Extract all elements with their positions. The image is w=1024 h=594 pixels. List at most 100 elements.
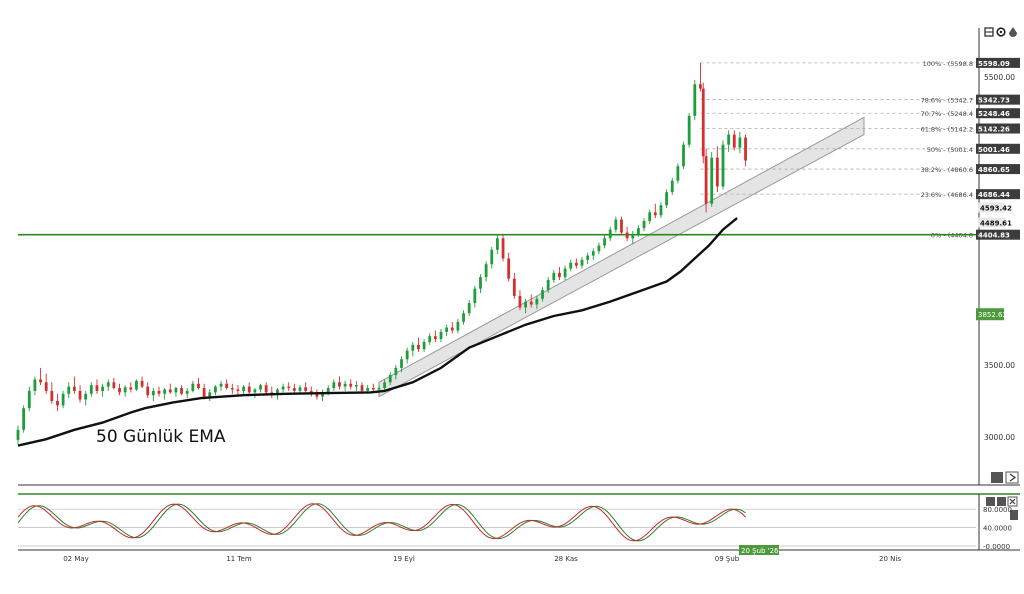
- candle-body: [738, 137, 742, 148]
- fib-price-tag: [976, 94, 1020, 105]
- candle-body: [343, 383, 347, 387]
- arrow-right-icon: [1009, 473, 1017, 482]
- candle-body: [371, 388, 375, 390]
- stoch-k-line: [17, 503, 746, 542]
- candle-body: [44, 382, 48, 391]
- candle-body: [236, 389, 240, 391]
- time-axis-tick: 19 Eyl: [393, 555, 415, 563]
- candle-body: [56, 401, 59, 406]
- candle-body: [360, 385, 364, 391]
- stoch-axis-tick: 40.0000: [983, 525, 1012, 533]
- fib-price-tag: [976, 108, 1020, 119]
- ema-annotation: 50 Günlük EMA: [96, 427, 226, 447]
- candle-body: [580, 259, 584, 266]
- candle-body: [637, 228, 640, 234]
- candle-body: [484, 264, 488, 278]
- candle-body: [259, 385, 262, 390]
- candle-body: [608, 229, 612, 239]
- gear-icon[interactable]: [996, 27, 1006, 37]
- candle-body: [620, 219, 623, 233]
- candle-body: [400, 359, 403, 368]
- candle-body: [197, 383, 200, 389]
- price-axis-tick: 3500.00: [984, 361, 1015, 370]
- candle-body: [417, 344, 420, 350]
- scale-toggle-button[interactable]: [991, 472, 1003, 483]
- candle-body: [287, 386, 291, 389]
- candle-body: [292, 388, 296, 391]
- candle-body: [168, 389, 172, 393]
- candle-body: [112, 382, 116, 389]
- candle-body: [546, 280, 550, 291]
- fib-price-tag-text: 4686.44: [978, 191, 1010, 199]
- price-tag-text: 4593.42: [980, 205, 1012, 213]
- candle-body: [659, 205, 663, 216]
- candle-body: [123, 387, 127, 393]
- candle-body: [445, 327, 449, 332]
- candle-body: [219, 383, 223, 387]
- candle-body: [693, 84, 697, 116]
- expand-pane-button[interactable]: [1005, 471, 1019, 484]
- candle-body: [332, 382, 336, 389]
- candle-body: [276, 389, 279, 396]
- candle-body: [467, 303, 471, 314]
- move-up-button[interactable]: [986, 497, 995, 506]
- candle-body: [78, 390, 82, 400]
- candle-body: [586, 255, 590, 260]
- pane-controls: [991, 471, 1019, 484]
- candle-body: [315, 393, 319, 397]
- price-tag: [978, 202, 1005, 213]
- candle-body: [298, 387, 302, 391]
- candle-body: [84, 393, 88, 400]
- fib-level-label: 61.8% - (5142.2: [921, 126, 973, 134]
- candle-body: [591, 251, 595, 256]
- candle-body: [106, 382, 110, 387]
- candle-body: [50, 390, 54, 401]
- candle-body: [89, 385, 93, 394]
- candle-body: [558, 272, 561, 278]
- price-tag-text: 4489.61: [980, 219, 1012, 227]
- candle-body: [349, 383, 353, 387]
- stoch-scroll-handle[interactable]: [1010, 510, 1018, 520]
- candle-body: [428, 336, 432, 342]
- candle-body: [377, 388, 381, 390]
- time-axis: 02 May 11 Tem 19 Eyl 28 Kas 09 Şub 20 Nis 20 Ş…: [63, 545, 901, 563]
- candle-body: [721, 144, 725, 187]
- candle-body: [574, 262, 578, 266]
- price-axis: 5500.00 3500.00 3000.00: [984, 73, 1015, 442]
- fib-level-label: 23.6% - (4686.4: [921, 191, 973, 199]
- candle-body: [383, 382, 386, 389]
- candle-body: [157, 390, 161, 394]
- candle-body: [321, 392, 324, 397]
- ema-line[interactable]: [17, 217, 738, 447]
- candle-body: [569, 262, 573, 269]
- candle-body: [535, 298, 539, 305]
- candle-body: [101, 386, 104, 391]
- candle-body: [512, 278, 516, 296]
- price-tags-layer: 4593.42 4489.61 3852.62: [976, 202, 1012, 321]
- candle-body: [496, 238, 499, 250]
- candle-body: [473, 288, 477, 304]
- droplet-icon[interactable]: [1009, 27, 1017, 37]
- candle-body: [388, 375, 392, 383]
- candle-body: [180, 388, 183, 394]
- fib-price-tag: [976, 143, 1020, 154]
- candle-body: [439, 331, 443, 340]
- fib-price-tag-text: 5248.46: [978, 110, 1010, 118]
- move-down-button[interactable]: [997, 497, 1006, 506]
- candle-body: [247, 386, 251, 393]
- fib-price-tag: [976, 57, 1020, 68]
- candle-body: [67, 386, 71, 394]
- time-axis-tick: 11 Tem: [226, 555, 252, 563]
- candle-body: [27, 390, 31, 409]
- candle-body: [597, 245, 601, 252]
- candle-body: [682, 144, 685, 167]
- fib-level-label: 0% - (4404.8: [931, 232, 973, 240]
- cursor-date-tag: [739, 545, 779, 555]
- fib-level-label: 78.6% - (5342.7: [921, 97, 973, 105]
- candle-body: [118, 388, 121, 393]
- grid-icon[interactable]: [984, 27, 994, 37]
- candle-body: [727, 134, 731, 145]
- candle-body: [490, 249, 494, 265]
- price-tag: [978, 217, 1005, 228]
- candle-body: [242, 386, 245, 391]
